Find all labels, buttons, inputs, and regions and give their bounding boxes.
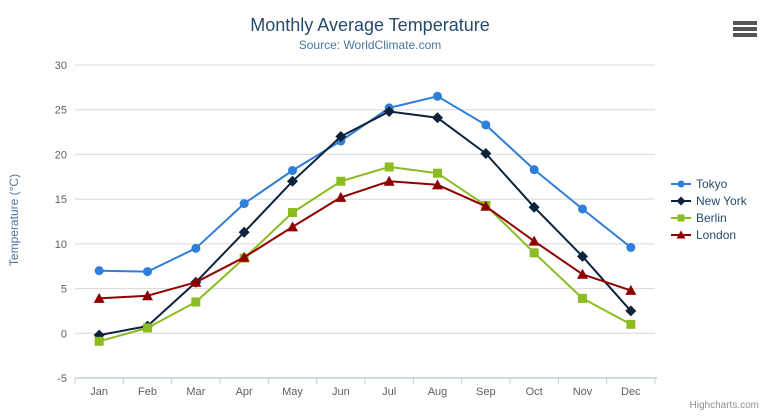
point-new-york-Oct[interactable]	[528, 201, 540, 213]
point-berlin-Oct[interactable]	[529, 248, 539, 258]
point-berlin-Jun[interactable]	[336, 176, 346, 186]
point-tokyo-Oct[interactable]	[529, 165, 539, 175]
legend-label: Tokyo	[696, 176, 728, 191]
point-tokyo-Mar[interactable]	[191, 243, 201, 253]
x-axis-tick-label: Oct	[526, 386, 543, 398]
series-line-new-york[interactable]	[99, 110, 632, 337]
london-marker-icon	[671, 228, 691, 242]
x-axis-tick-label: Sep	[476, 386, 496, 398]
point-london-Jul[interactable]	[383, 175, 395, 186]
point-tokyo-Sep[interactable]	[481, 120, 491, 130]
series-line-london[interactable]	[99, 180, 632, 300]
point-tokyo-Apr[interactable]	[239, 199, 249, 209]
y-axis-tick-label: 20	[55, 149, 67, 161]
point-berlin-Jul[interactable]	[384, 162, 394, 172]
point-london-Feb[interactable]	[142, 290, 153, 301]
legend-item-berlin[interactable]: Berlin	[671, 209, 747, 226]
point-london-Sep[interactable]	[480, 200, 492, 211]
highcharts-credits-link[interactable]: Highcharts.com	[689, 400, 759, 411]
x-axis-tick-label: Nov	[573, 386, 593, 398]
point-tokyo-Feb[interactable]	[143, 267, 152, 277]
legend-label: Berlin	[696, 210, 727, 225]
y-axis-tick-label: 25	[55, 105, 67, 117]
point-london-Nov[interactable]	[577, 268, 588, 279]
y-axis-tick-label: 5	[61, 284, 67, 296]
series-line-berlin[interactable]	[98, 165, 632, 343]
point-london-Aug[interactable]	[432, 179, 443, 190]
berlin-marker-icon	[671, 211, 691, 225]
x-axis-tick-label: May	[282, 386, 303, 398]
hamburger-menu-icon	[733, 21, 757, 25]
point-tokyo-May[interactable]	[288, 166, 297, 176]
point-berlin-Feb[interactable]	[143, 323, 152, 333]
point-tokyo-Aug[interactable]	[433, 91, 442, 101]
new-york-marker-icon	[671, 194, 691, 208]
tokyo-marker-icon	[671, 177, 691, 191]
legend-label: London	[696, 227, 737, 242]
point-tokyo-Jan[interactable]	[94, 266, 104, 276]
legend: Tokyo New York Berlin London	[671, 175, 747, 243]
x-axis-tick-label: Apr	[236, 386, 253, 398]
hamburger-menu-icon	[733, 27, 757, 31]
point-tokyo-Dec[interactable]	[626, 242, 636, 252]
y-axis-tick-label: 30	[55, 60, 67, 72]
x-axis-tick-label: Mar	[186, 386, 205, 398]
point-new-york-May[interactable]	[287, 175, 298, 187]
x-axis-tick-label: Dec	[621, 386, 641, 398]
series-line-tokyo[interactable]	[99, 95, 632, 273]
point-berlin-Mar[interactable]	[191, 297, 201, 307]
point-new-york-Jun[interactable]	[335, 131, 347, 143]
point-berlin-Jan[interactable]	[94, 336, 104, 346]
x-axis-tick-label: Jan	[90, 386, 108, 398]
point-berlin-Dec[interactable]	[626, 319, 636, 329]
point-tokyo-Nov[interactable]	[578, 204, 587, 214]
y-axis-tick-label: 0	[61, 328, 67, 340]
point-london-Mar[interactable]	[190, 276, 202, 287]
y-axis-tick-label: 10	[55, 239, 67, 251]
x-axis-tick-label: Aug	[428, 386, 448, 398]
point-berlin-Aug[interactable]	[433, 168, 442, 178]
point-london-Apr[interactable]	[238, 251, 250, 262]
legend-item-london[interactable]: London	[671, 226, 747, 243]
chart-subtitle: Source: WorldClimate.com	[298, 38, 442, 52]
x-axis-tick-label: Feb	[138, 386, 157, 398]
point-new-york-Dec[interactable]	[625, 305, 637, 317]
export-menu-button[interactable]	[733, 21, 757, 37]
point-london-Oct[interactable]	[528, 235, 540, 246]
chart-title: Monthly Average Temperature	[250, 15, 490, 35]
point-new-york-Sep[interactable]	[480, 148, 492, 160]
legend-item-new-york[interactable]: New York	[671, 192, 747, 209]
point-berlin-Nov[interactable]	[578, 293, 587, 303]
point-london-Jun[interactable]	[335, 191, 347, 202]
point-new-york-Nov[interactable]	[577, 250, 588, 262]
y-axis-tick-label: 15	[55, 194, 67, 206]
point-london-Jan[interactable]	[93, 292, 105, 303]
hamburger-menu-icon	[733, 33, 757, 37]
x-axis-tick-label: Jul	[382, 386, 396, 398]
x-axis-tick-label: Jun	[332, 386, 350, 398]
y-axis-tick-label: -5	[57, 373, 67, 385]
point-berlin-May[interactable]	[288, 208, 297, 218]
point-new-york-Aug[interactable]	[432, 112, 443, 124]
point-new-york-Apr[interactable]	[238, 226, 250, 238]
point-new-york-Jul[interactable]	[383, 106, 395, 118]
legend-item-tokyo[interactable]: Tokyo	[671, 175, 747, 192]
point-london-May[interactable]	[287, 221, 298, 232]
point-london-Dec[interactable]	[625, 284, 637, 295]
legend-label: New York	[696, 193, 747, 208]
